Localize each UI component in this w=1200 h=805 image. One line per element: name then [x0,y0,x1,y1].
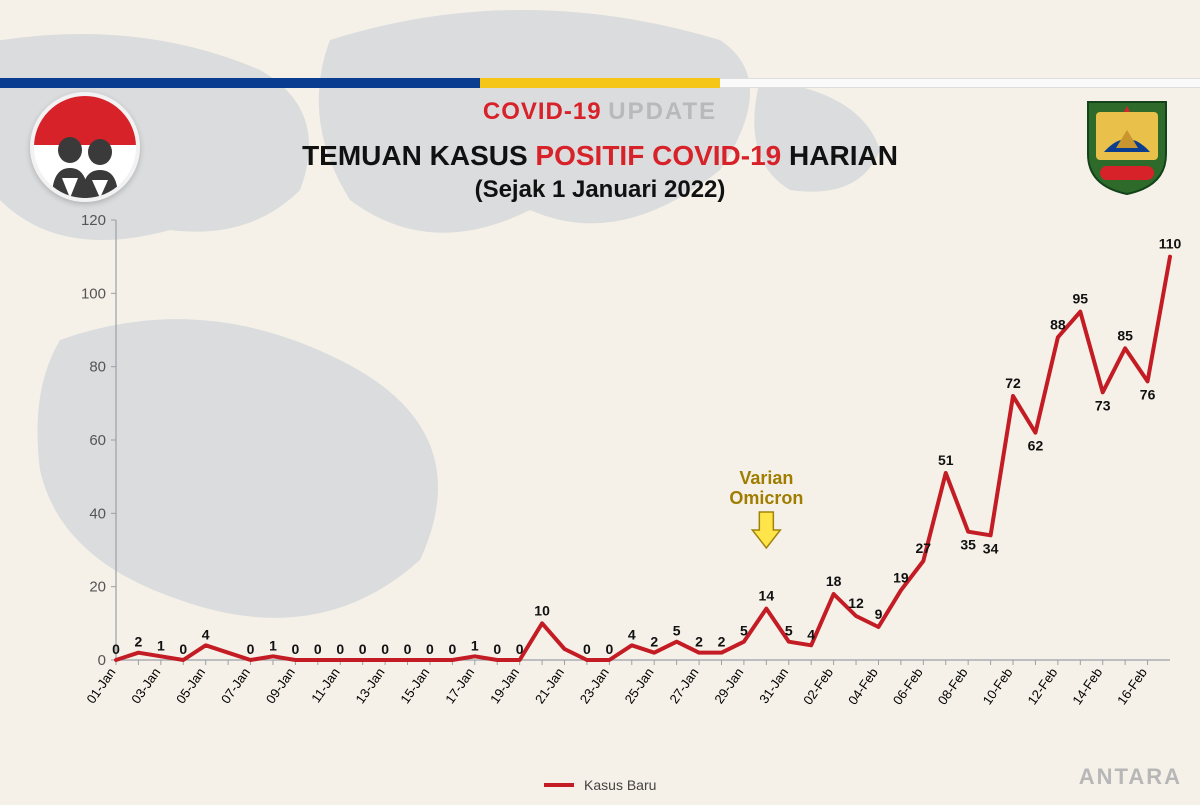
svg-text:03-Jan: 03-Jan [128,665,163,706]
title-part2: HARIAN [789,140,898,171]
svg-text:23-Jan: 23-Jan [577,665,612,706]
svg-text:5: 5 [740,623,748,639]
svg-text:Omicron: Omicron [729,488,803,508]
chart-subtitle: (Sejak 1 Januari 2022) [0,176,1200,204]
svg-text:2: 2 [718,634,726,650]
title-part1: TEMUAN KASUS [302,140,528,171]
svg-text:04-Feb: 04-Feb [845,665,881,707]
svg-text:18: 18 [826,573,842,589]
svg-text:15-Jan: 15-Jan [397,665,432,706]
svg-text:0: 0 [493,641,501,657]
svg-text:2: 2 [695,634,703,650]
svg-text:20: 20 [89,579,106,596]
svg-text:62: 62 [1028,438,1044,454]
svg-text:19: 19 [893,569,909,585]
svg-text:19-Jan: 19-Jan [487,665,522,706]
svg-text:85: 85 [1117,327,1133,343]
officials-avatar [30,92,140,202]
svg-text:60: 60 [89,432,106,449]
svg-text:88: 88 [1050,316,1066,332]
svg-text:0: 0 [426,641,434,657]
svg-text:16-Feb: 16-Feb [1114,665,1150,707]
svg-text:01-Jan: 01-Jan [83,665,118,706]
svg-text:34: 34 [983,540,999,556]
svg-text:1: 1 [269,637,277,653]
svg-text:72: 72 [1005,375,1021,391]
svg-text:5: 5 [785,623,793,639]
svg-text:4: 4 [807,626,815,642]
svg-text:0: 0 [583,641,591,657]
svg-text:2: 2 [135,634,143,650]
line-chart: 02040608010012001-Jan03-Jan05-Jan07-Jan0… [70,210,1180,740]
svg-text:95: 95 [1073,291,1089,307]
svg-text:09-Jan: 09-Jan [263,665,298,706]
svg-text:0: 0 [314,641,322,657]
title-red: POSITIF COVID-19 [535,140,781,171]
svg-text:40: 40 [89,505,106,522]
svg-text:29-Jan: 29-Jan [711,665,746,706]
svg-text:05-Jan: 05-Jan [173,665,208,706]
svg-text:120: 120 [81,212,106,229]
svg-text:0: 0 [516,641,524,657]
svg-text:80: 80 [89,359,106,376]
svg-text:0: 0 [448,641,456,657]
legend-label: Kasus Baru [584,777,656,793]
svg-text:27: 27 [916,540,932,556]
svg-text:0: 0 [359,641,367,657]
covid-red: COVID-19 [483,98,602,125]
svg-text:10-Feb: 10-Feb [980,665,1016,707]
svg-text:12-Feb: 12-Feb [1024,665,1060,707]
legend-swatch [544,783,574,787]
svg-text:12: 12 [848,595,864,611]
svg-text:17-Jan: 17-Jan [442,665,477,706]
svg-text:73: 73 [1095,397,1111,413]
svg-text:4: 4 [628,626,636,642]
svg-text:08-Feb: 08-Feb [935,665,971,707]
svg-text:2: 2 [650,634,658,650]
svg-text:4: 4 [202,626,210,642]
svg-text:0: 0 [112,641,120,657]
svg-text:100: 100 [81,285,106,302]
city-crest-icon [1084,96,1170,196]
svg-text:35: 35 [960,537,976,553]
svg-text:0: 0 [381,641,389,657]
svg-text:0: 0 [404,641,412,657]
svg-text:0: 0 [336,641,344,657]
svg-text:13-Jan: 13-Jan [352,665,387,706]
svg-text:110: 110 [1159,236,1182,252]
svg-text:06-Feb: 06-Feb [890,665,926,707]
svg-text:1: 1 [157,637,165,653]
svg-text:14-Feb: 14-Feb [1069,665,1105,707]
svg-text:5: 5 [673,623,681,639]
svg-text:31-Jan: 31-Jan [756,665,791,706]
svg-text:76: 76 [1140,386,1156,402]
svg-text:51: 51 [938,452,954,468]
svg-text:27-Jan: 27-Jan [666,665,701,706]
svg-text:Varian: Varian [739,468,793,488]
chart-title: TEMUAN KASUS POSITIF COVID-19 HARIAN [0,140,1200,172]
svg-text:0: 0 [179,641,187,657]
header-block: COVID-19 UPDATE TEMUAN KASUS POSITIF COV… [0,98,1200,204]
svg-text:11-Jan: 11-Jan [308,665,343,705]
svg-text:0: 0 [292,641,300,657]
watermark: ANTARA [1079,764,1182,790]
svg-text:10: 10 [534,602,550,618]
svg-text:25-Jan: 25-Jan [622,665,657,706]
svg-text:9: 9 [875,606,883,622]
divider-band [0,78,1200,88]
svg-text:02-Feb: 02-Feb [800,665,836,707]
covid-update-label: COVID-19 UPDATE [0,98,1200,126]
svg-text:21-Jan: 21-Jan [532,665,567,706]
svg-text:1: 1 [471,637,479,653]
svg-text:0: 0 [605,641,613,657]
svg-text:14: 14 [759,588,775,604]
svg-text:0: 0 [247,641,255,657]
legend: Kasus Baru [0,776,1200,794]
svg-text:07-Jan: 07-Jan [218,665,253,706]
covid-grey: UPDATE [608,98,717,125]
